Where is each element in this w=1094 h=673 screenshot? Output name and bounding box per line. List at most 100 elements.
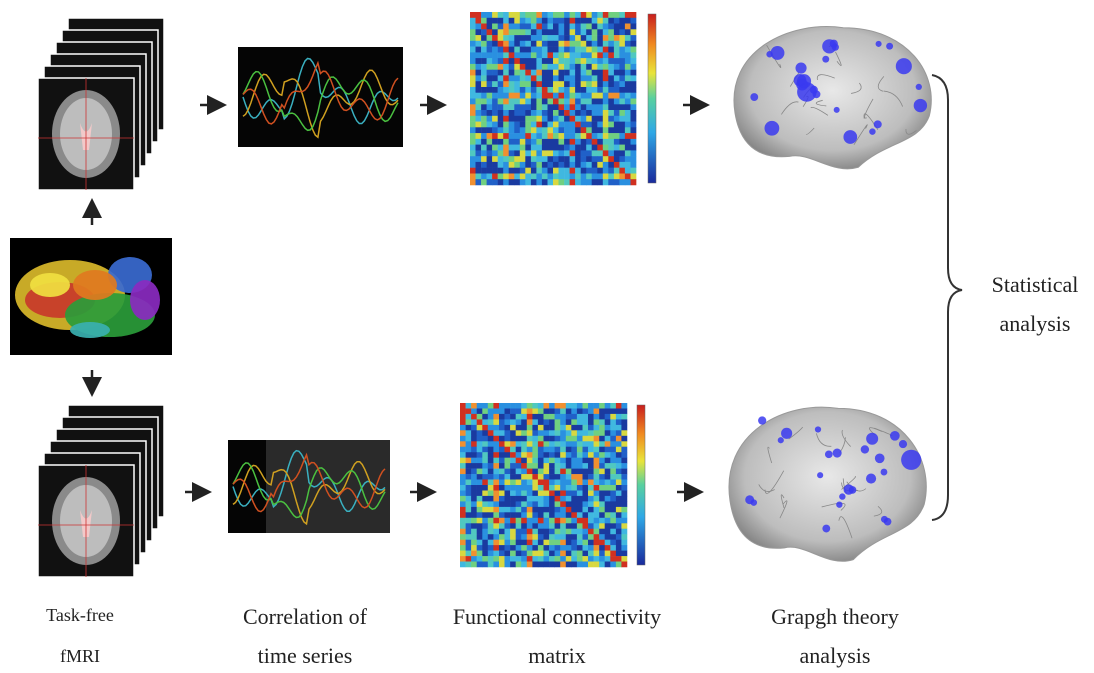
matrix-cell — [597, 69, 604, 76]
matrix-cell — [486, 138, 493, 145]
matrix-cell — [460, 446, 466, 453]
matrix-cell — [547, 46, 554, 53]
brain-node — [750, 93, 759, 101]
matrix-cell — [621, 545, 628, 551]
matrix-cell — [475, 92, 482, 99]
matrix-cell — [608, 29, 615, 36]
matrix-cell — [525, 35, 532, 42]
matrix-cell — [586, 121, 593, 128]
matrix-cell — [588, 495, 594, 502]
matrix-cell — [499, 528, 505, 535]
brain-sulcus — [838, 516, 853, 539]
matrix-cell — [565, 485, 572, 491]
matrix-cell — [586, 127, 593, 134]
matrix-cell — [515, 534, 522, 540]
matrix-cell — [602, 173, 609, 180]
matrix-cell — [582, 435, 589, 442]
matrix-cell — [593, 550, 600, 557]
brain-node — [764, 120, 780, 136]
matrix-cell — [465, 452, 472, 458]
matrix-cell — [608, 63, 615, 70]
matrix-cell — [602, 150, 609, 157]
matrix-cell — [613, 110, 620, 117]
matrix-cell — [608, 75, 615, 82]
matrix-cell — [591, 98, 598, 105]
matrix-cell — [519, 110, 526, 117]
matrix-cell — [486, 127, 493, 134]
matrix-cell — [630, 104, 637, 111]
brain-sulcus — [853, 124, 868, 146]
matrix-cell — [576, 463, 583, 469]
matrix-cell — [560, 517, 567, 524]
matrix-cell — [525, 173, 532, 180]
matrix-cell — [471, 435, 477, 442]
matrix-cell — [549, 528, 555, 535]
matrix-cell — [541, 110, 548, 117]
matrix-cell — [481, 58, 487, 65]
matrix-cell — [537, 523, 544, 530]
matrix-cell — [621, 539, 628, 546]
matrix-cell — [599, 479, 606, 486]
matrix-cell — [565, 545, 572, 551]
matrix-cell — [597, 115, 604, 122]
matrix-cell — [553, 138, 559, 145]
matrix-cell — [543, 528, 550, 535]
matrix-cell — [613, 52, 620, 59]
matrix-cell — [537, 545, 544, 551]
matrix-cell — [615, 457, 622, 464]
matrix-cell — [519, 87, 526, 94]
matrix-cell — [481, 17, 487, 24]
matrix-cell — [526, 495, 533, 502]
matrix-cell — [597, 58, 604, 65]
brain-surface — [728, 406, 927, 562]
matrix-cell — [493, 457, 500, 464]
brain-sulcus — [816, 74, 835, 81]
matrix-cell — [569, 121, 576, 128]
matrix-cell — [599, 419, 606, 426]
matrix-cell — [492, 150, 498, 157]
matrix-cell — [602, 133, 609, 140]
matrix-cell — [530, 167, 537, 174]
matrix-cell — [624, 156, 631, 163]
matrix-cell — [615, 424, 622, 431]
matrix-cell — [575, 12, 581, 19]
matrix-cell — [560, 435, 567, 442]
matrix-cell — [630, 87, 637, 94]
matrix-cell — [514, 87, 521, 94]
matrix-cell — [508, 127, 515, 134]
brain-sulcus — [767, 446, 773, 464]
matrix-cell — [536, 46, 543, 53]
matrix-cell — [460, 435, 466, 442]
label: matrix — [528, 643, 585, 668]
matrix-cell — [582, 545, 589, 551]
matrix-cell — [493, 430, 500, 437]
matrix-cell — [475, 133, 482, 140]
matrix-cell — [619, 58, 626, 65]
matrix-cell — [576, 534, 583, 540]
matrix-cell — [499, 408, 505, 415]
matrix-cell — [610, 419, 617, 426]
matrix-cell — [554, 550, 561, 557]
matrix-cell — [547, 127, 554, 134]
matrix-cell — [486, 115, 493, 122]
matrix-cell — [541, 179, 548, 186]
matrix-cell — [630, 173, 637, 180]
matrix-cell — [471, 441, 477, 448]
matrix-cell — [576, 413, 583, 420]
matrix-cell — [558, 81, 565, 88]
matrix-cell — [582, 468, 589, 475]
matrix-cell — [504, 495, 511, 502]
matrix-cell — [586, 144, 593, 151]
matrix-cell — [492, 127, 498, 134]
matrix-cell — [565, 463, 572, 469]
matrix-cell — [575, 127, 581, 134]
matrix-cell — [481, 40, 487, 47]
matrix-cell — [536, 23, 543, 30]
matrix-cell — [554, 413, 561, 420]
matrix-cell — [471, 403, 477, 409]
matrix-cell — [593, 403, 600, 409]
brain-sulcus — [905, 128, 917, 135]
matrix-cell — [486, 12, 493, 19]
matrix-cell — [547, 87, 554, 94]
matrix-cell — [593, 479, 600, 486]
